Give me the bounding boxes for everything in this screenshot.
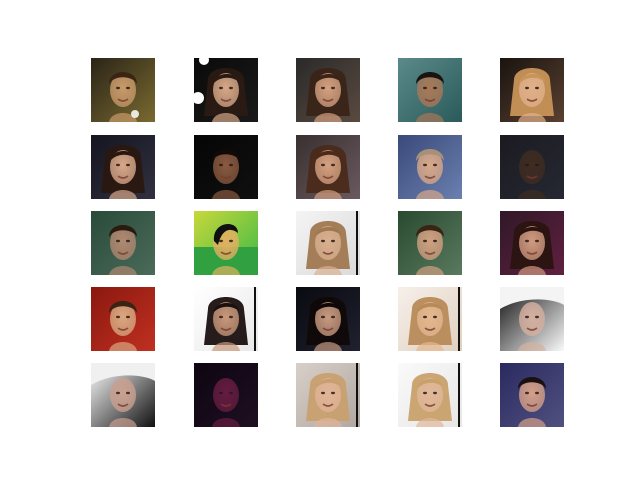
face-sample-tile <box>500 363 564 427</box>
face-sample-tile <box>194 363 258 427</box>
face-sample-tile <box>296 363 360 427</box>
face-sample-tile <box>194 135 258 199</box>
face-sample-tile <box>194 287 258 351</box>
face-sample-tile <box>500 58 564 122</box>
face-sample-tile <box>296 287 360 351</box>
face-sample-tile <box>398 287 462 351</box>
face-sample-tile <box>500 211 564 275</box>
face-sample-tile <box>500 135 564 199</box>
face-sample-tile <box>91 58 155 122</box>
face-sample-tile <box>91 287 155 351</box>
face-sample-tile <box>398 363 462 427</box>
face-sample-tile <box>296 135 360 199</box>
face-sample-tile <box>296 58 360 122</box>
face-sample-tile <box>296 211 360 275</box>
face-sample-tile <box>91 211 155 275</box>
face-sample-tile <box>398 135 462 199</box>
face-sample-tile <box>194 58 258 122</box>
face-sample-tile <box>398 58 462 122</box>
face-sample-tile <box>91 135 155 199</box>
face-sample-tile <box>194 211 258 275</box>
face-sample-tile <box>398 211 462 275</box>
face-sample-tile <box>500 287 564 351</box>
face-sample-tile <box>91 363 155 427</box>
